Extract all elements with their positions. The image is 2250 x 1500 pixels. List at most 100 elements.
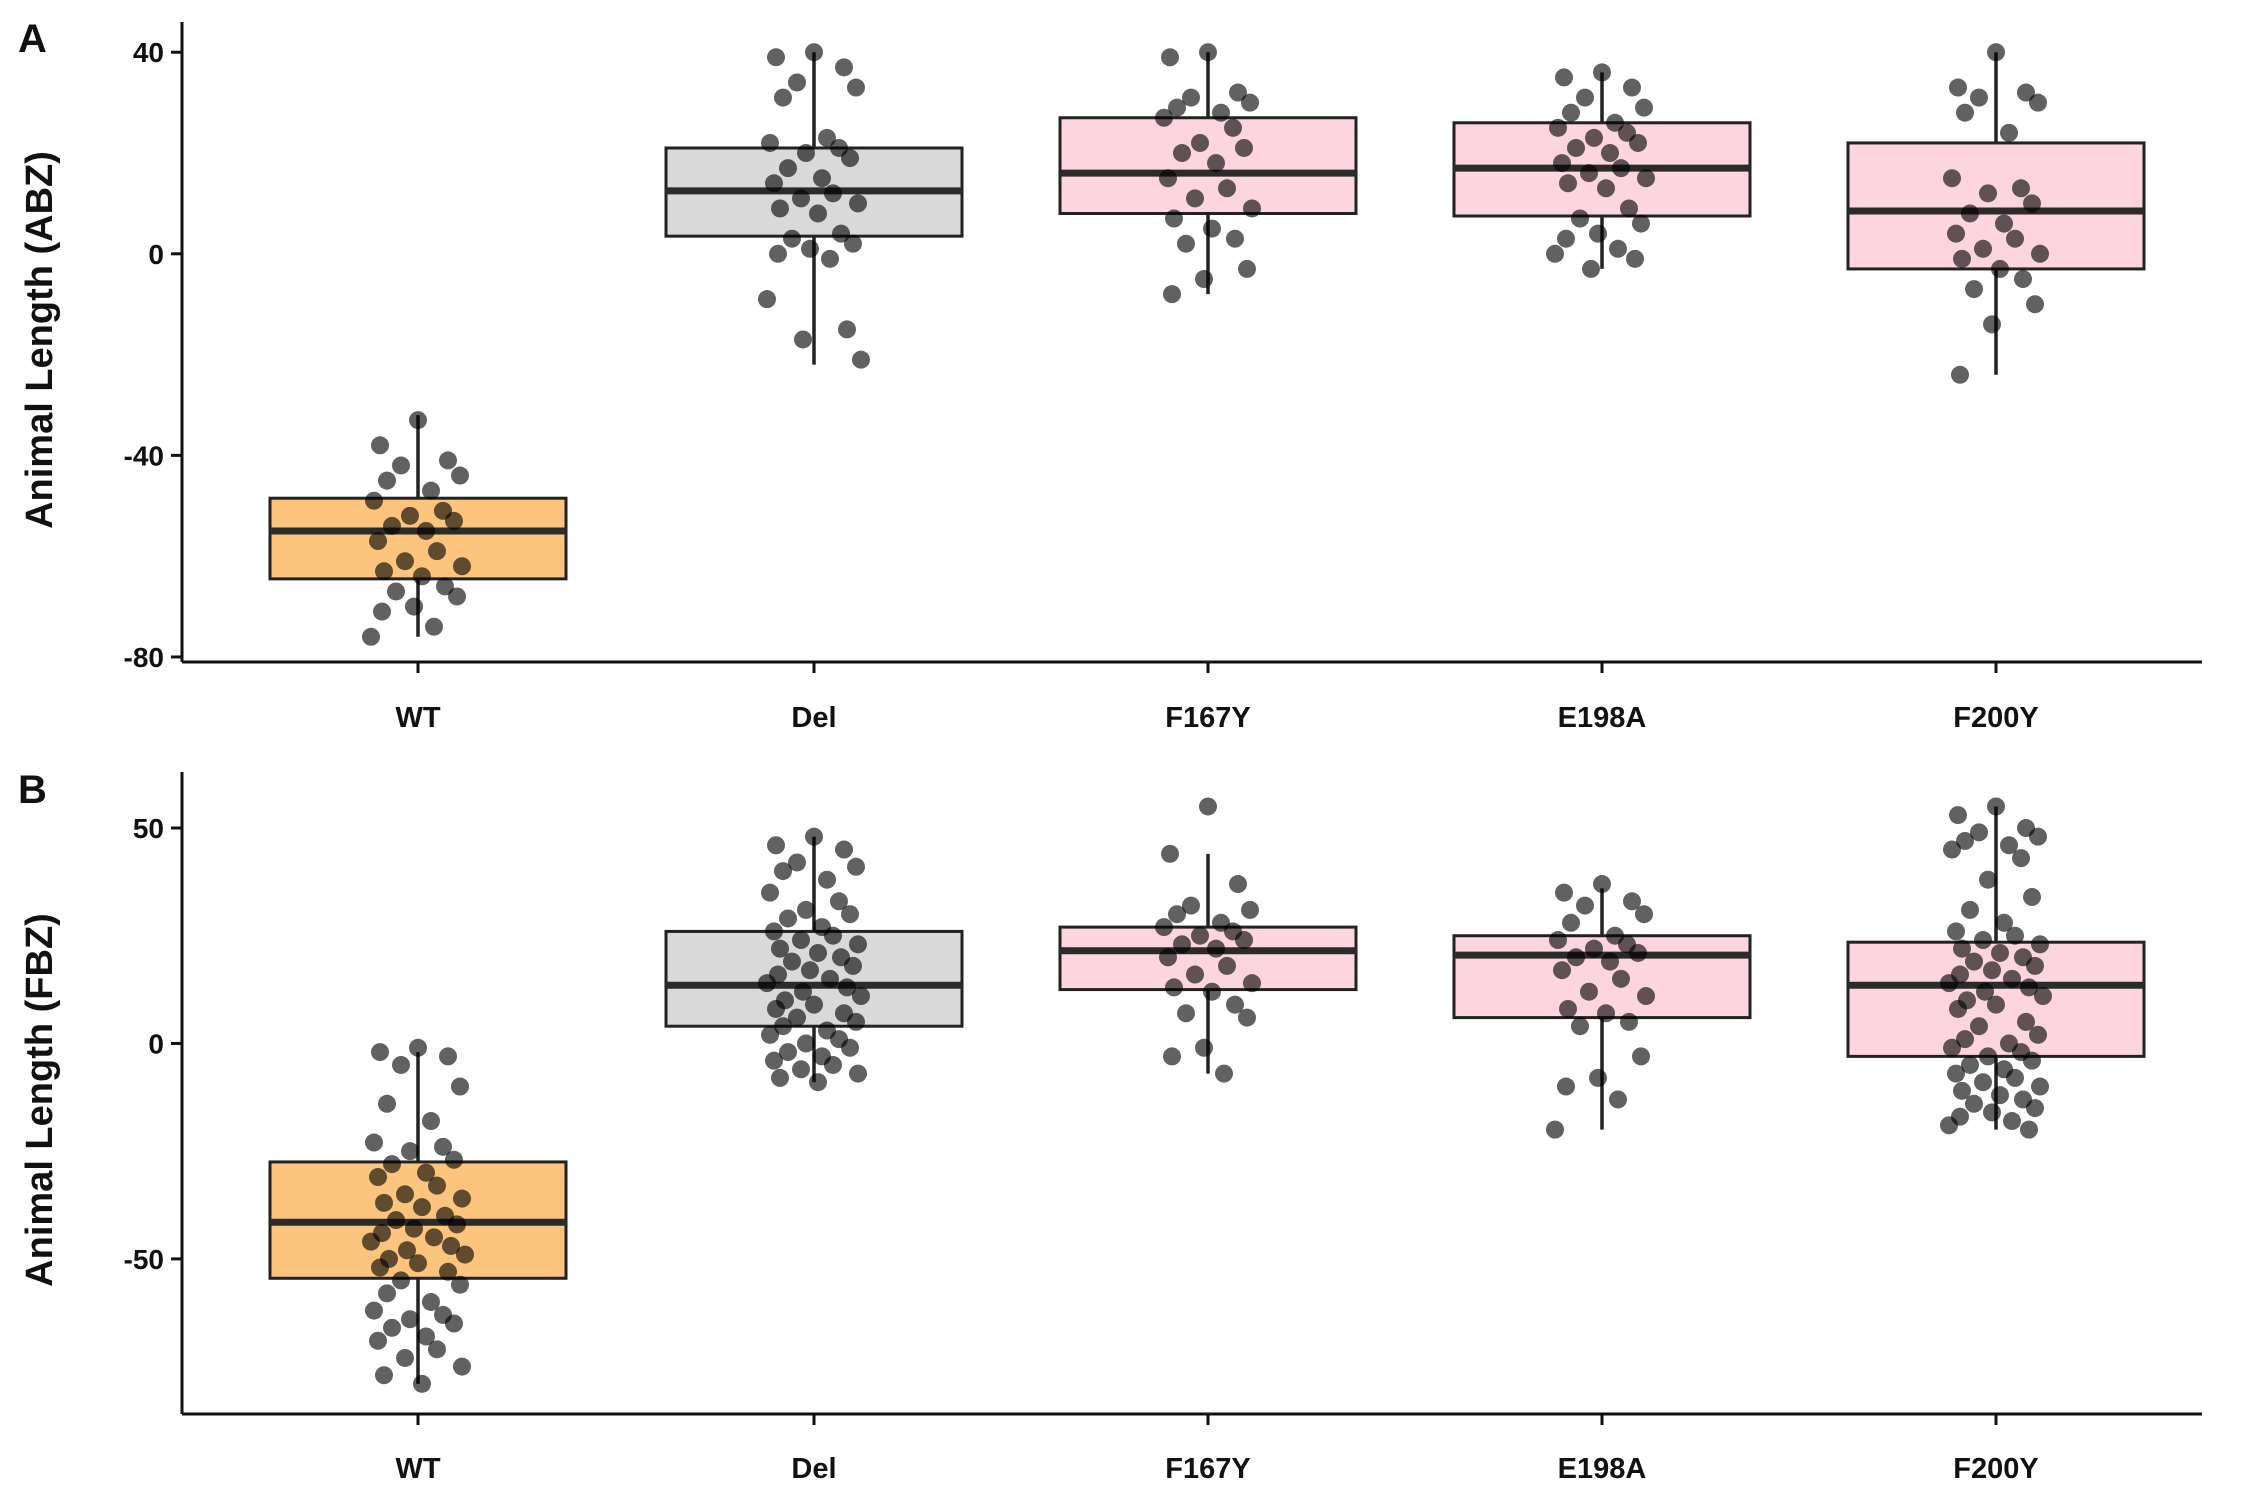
data-point <box>769 244 787 263</box>
data-point <box>1580 982 1598 1001</box>
data-point <box>1589 1068 1607 1087</box>
data-point <box>1199 797 1217 816</box>
data-point <box>401 506 419 525</box>
data-point <box>2012 849 2030 868</box>
data-point <box>401 1142 419 1161</box>
data-point <box>788 853 806 872</box>
data-point <box>1974 239 1992 258</box>
data-point <box>1163 285 1181 304</box>
data-point <box>797 900 815 919</box>
data-point <box>2000 836 2018 855</box>
data-point <box>417 1163 435 1182</box>
data-point <box>1215 1064 1233 1083</box>
data-point <box>1612 969 1630 988</box>
data-point <box>1979 184 1997 203</box>
data-point <box>1597 1004 1615 1023</box>
data-point <box>2029 1025 2047 1044</box>
data-point <box>1241 93 1259 112</box>
data-point <box>2026 1099 2044 1118</box>
data-point <box>761 1025 779 1044</box>
data-point <box>1947 1064 1965 1083</box>
data-point <box>1549 118 1567 137</box>
data-point <box>422 1292 440 1311</box>
data-point <box>1987 797 2005 816</box>
data-point <box>1979 870 1997 889</box>
data-point <box>1953 939 1971 958</box>
data-point <box>794 330 812 349</box>
x-tick-label: F200Y <box>1953 1453 2038 1485</box>
data-point <box>1949 999 1967 1018</box>
data-point <box>2023 194 2041 213</box>
data-point <box>847 78 865 97</box>
data-point <box>1983 315 2001 334</box>
data-point <box>1571 1017 1589 1036</box>
y-axis-label: Animal Length (FBZ) <box>19 913 61 1287</box>
data-point <box>765 174 783 193</box>
data-point <box>1182 896 1200 915</box>
data-point <box>445 511 463 530</box>
data-point <box>1229 875 1247 894</box>
x-tick-label: WT <box>395 702 440 734</box>
plot-area: 40 0 -40 -80 WT Del F167Y E198A F200Y <box>124 22 2202 734</box>
data-point <box>375 1193 393 1212</box>
data-point <box>413 567 431 586</box>
data-point <box>1635 905 1653 924</box>
data-point <box>1970 88 1988 107</box>
data-point <box>847 1012 865 1031</box>
data-point <box>1165 209 1183 228</box>
data-point <box>1191 133 1209 152</box>
box-wt <box>268 496 568 581</box>
data-point <box>844 234 862 253</box>
data-point <box>1203 219 1221 238</box>
data-point <box>1177 1004 1195 1023</box>
data-point <box>448 1215 466 1234</box>
data-point <box>824 926 842 945</box>
data-point <box>383 1155 401 1174</box>
x-tick-label: E198A <box>1558 1453 1647 1485</box>
data-point <box>1637 169 1655 188</box>
x-tick-label: Del <box>791 1453 836 1485</box>
data-point <box>1606 113 1624 132</box>
data-point <box>1637 987 1655 1006</box>
data-point <box>830 892 848 911</box>
data-point <box>428 1176 446 1195</box>
data-point <box>838 320 856 339</box>
data-point <box>2026 295 2044 314</box>
data-point <box>1238 1008 1256 1027</box>
data-point <box>425 1228 443 1247</box>
data-point <box>779 909 797 928</box>
data-point <box>1238 259 1256 278</box>
data-point <box>1620 1012 1638 1031</box>
data-point <box>1979 1047 1997 1066</box>
data-point <box>1546 244 1564 263</box>
data-point <box>378 1094 396 1113</box>
panel-a: A Animal Length (ABZ) 40 0 -40 -80 WT Del F167… <box>18 17 2202 734</box>
data-point <box>1593 63 1611 82</box>
data-point <box>1559 174 1577 193</box>
data-point <box>369 1168 387 1187</box>
data-point <box>1207 154 1225 173</box>
data-point <box>422 481 440 500</box>
data-point <box>771 1068 789 1087</box>
data-point <box>2006 229 2024 248</box>
data-point <box>398 1241 416 1260</box>
data-point <box>365 491 383 510</box>
data-point <box>818 870 836 889</box>
data-point <box>1593 875 1611 894</box>
data-point <box>801 239 819 258</box>
data-point <box>844 956 862 975</box>
data-point <box>428 542 446 561</box>
data-point <box>809 1073 827 1092</box>
data-point <box>2006 1068 2024 1087</box>
data-point <box>841 1038 859 1057</box>
data-point <box>849 1064 867 1083</box>
data-point <box>779 159 797 178</box>
data-point <box>2029 827 2047 846</box>
data-point <box>767 836 785 855</box>
data-point <box>362 627 380 646</box>
data-point <box>1177 234 1195 253</box>
data-point <box>1235 138 1253 157</box>
data-point <box>365 1133 383 1152</box>
data-point <box>1576 896 1594 915</box>
data-point <box>422 1112 440 1131</box>
